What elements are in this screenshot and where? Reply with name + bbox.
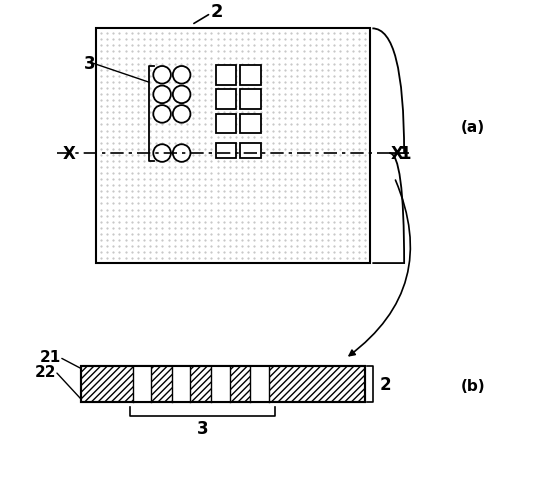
Text: 22: 22 — [34, 365, 56, 379]
Bar — [240, 66, 261, 85]
Bar — [240, 90, 261, 110]
Bar — [240, 144, 261, 159]
Bar — [211, 367, 229, 402]
Circle shape — [153, 67, 171, 84]
Bar — [240, 115, 261, 134]
Circle shape — [173, 145, 191, 163]
FancyArrowPatch shape — [349, 181, 411, 356]
Bar — [172, 367, 191, 402]
Bar — [216, 115, 237, 134]
Bar — [81, 366, 365, 403]
Bar — [81, 366, 365, 403]
Text: 21: 21 — [40, 350, 61, 365]
Bar — [216, 66, 237, 85]
Bar — [250, 367, 269, 402]
Text: X: X — [63, 145, 75, 163]
Text: X: X — [391, 145, 403, 163]
Circle shape — [173, 106, 191, 123]
Bar — [216, 90, 237, 110]
Text: 2: 2 — [379, 375, 391, 393]
Text: (b): (b) — [460, 378, 485, 393]
Circle shape — [153, 145, 171, 163]
Circle shape — [173, 86, 191, 104]
Text: (a): (a) — [460, 120, 485, 134]
Text: 2: 2 — [211, 3, 223, 21]
Circle shape — [153, 106, 171, 123]
Bar — [96, 29, 370, 264]
Circle shape — [153, 86, 171, 104]
Bar — [216, 144, 237, 159]
Circle shape — [173, 67, 191, 84]
Bar — [133, 367, 151, 402]
Text: 3: 3 — [197, 419, 208, 437]
Text: 3: 3 — [84, 55, 95, 72]
Text: 1: 1 — [399, 145, 411, 163]
